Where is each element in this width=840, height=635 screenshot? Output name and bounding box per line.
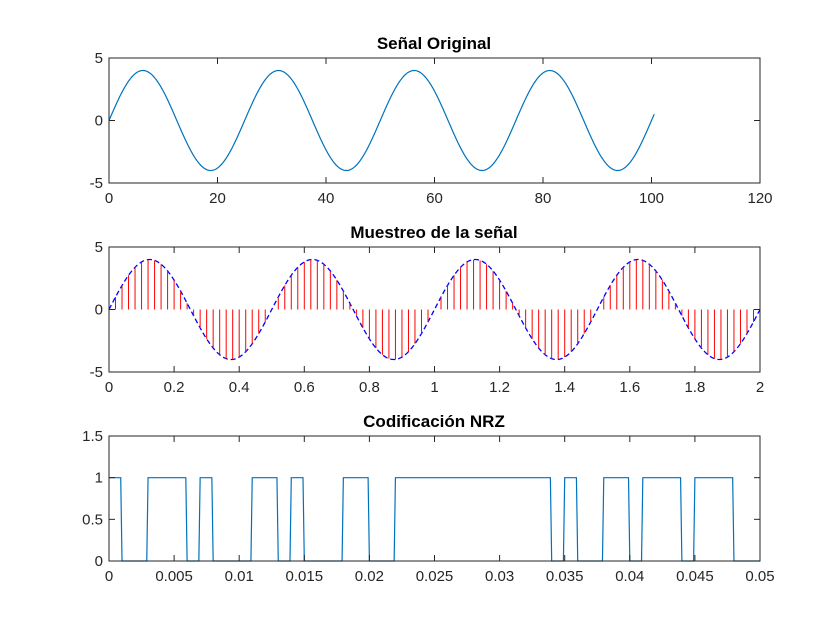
nrz-signal bbox=[109, 477, 760, 562]
subplot-original-signal: Señal Original 0 20 40 60 80 100 120-505 bbox=[90, 34, 773, 207]
y-tick-label: 0 bbox=[95, 302, 103, 319]
x-tick-label: 100 bbox=[639, 190, 664, 207]
subplot-nrz-encoding: Codificación NRZ 0 0.005 0.01 0.015 0.02 0.02… bbox=[82, 412, 774, 585]
y-tick-label: 0 bbox=[95, 113, 103, 130]
x-tick-label: 0.6 bbox=[294, 379, 315, 396]
x-tick-label: 0.015 bbox=[286, 568, 324, 585]
y-tick-label: 1.5 bbox=[82, 428, 103, 445]
x-tick-label: 0.045 bbox=[676, 568, 714, 585]
x-tick-label: 0.005 bbox=[155, 568, 193, 585]
plot-area bbox=[109, 258, 760, 361]
y-tick-label: -5 bbox=[90, 175, 103, 192]
axes-box bbox=[108, 435, 761, 562]
y-tick-label: 5 bbox=[95, 239, 103, 256]
x-tick-label: 0 bbox=[105, 190, 113, 207]
subplot-title: Codificación NRZ bbox=[363, 412, 505, 431]
x-tick-label: 1 bbox=[430, 379, 438, 396]
plot-area bbox=[109, 69, 655, 172]
x-tick-label: 1.6 bbox=[619, 379, 640, 396]
subplot-sampled-signal: Muestreo de la señal 0 0.2 0.4 0.6 0.8 1 1.2 1.… bbox=[90, 223, 765, 396]
x-tick-label: 0 bbox=[105, 379, 113, 396]
y-tick-label: 5 bbox=[95, 50, 103, 67]
x-tick-label: 0.8 bbox=[359, 379, 380, 396]
x-tick-label: 40 bbox=[318, 190, 335, 207]
x-tick-label: 0.01 bbox=[225, 568, 254, 585]
subplot-title: Señal Original bbox=[377, 34, 491, 53]
x-tick-label: 0.2 bbox=[164, 379, 185, 396]
y-tick-label: -5 bbox=[90, 364, 103, 381]
x-tick-label: 0.025 bbox=[416, 568, 454, 585]
y-tick-label: 1 bbox=[95, 470, 103, 487]
x-tick-label: 0 bbox=[105, 568, 113, 585]
y-tick-label: 0 bbox=[95, 553, 103, 570]
x-tick-label: 120 bbox=[747, 190, 772, 207]
series-line bbox=[109, 69, 655, 172]
x-tick-label: 0.02 bbox=[355, 568, 384, 585]
envelope-line bbox=[109, 258, 760, 361]
x-tick-label: 2 bbox=[756, 379, 764, 396]
axes-box bbox=[108, 57, 761, 184]
x-tick-label: 1.8 bbox=[684, 379, 705, 396]
x-tick-label: 0.04 bbox=[615, 568, 644, 585]
y-tick-label: 0.5 bbox=[82, 511, 103, 528]
x-tick-label: 80 bbox=[535, 190, 552, 207]
subplot-title: Muestreo de la señal bbox=[350, 223, 517, 242]
x-tick-label: 0.035 bbox=[546, 568, 584, 585]
x-tick-label: 20 bbox=[209, 190, 226, 207]
x-tick-label: 0.4 bbox=[229, 379, 250, 396]
x-tick-label: 60 bbox=[426, 190, 443, 207]
x-tick-label: 1.4 bbox=[554, 379, 575, 396]
x-tick-label: 1.2 bbox=[489, 379, 510, 396]
plot-area bbox=[109, 477, 760, 562]
x-tick-label: 0.03 bbox=[485, 568, 514, 585]
x-tick-label: 0.05 bbox=[745, 568, 774, 585]
